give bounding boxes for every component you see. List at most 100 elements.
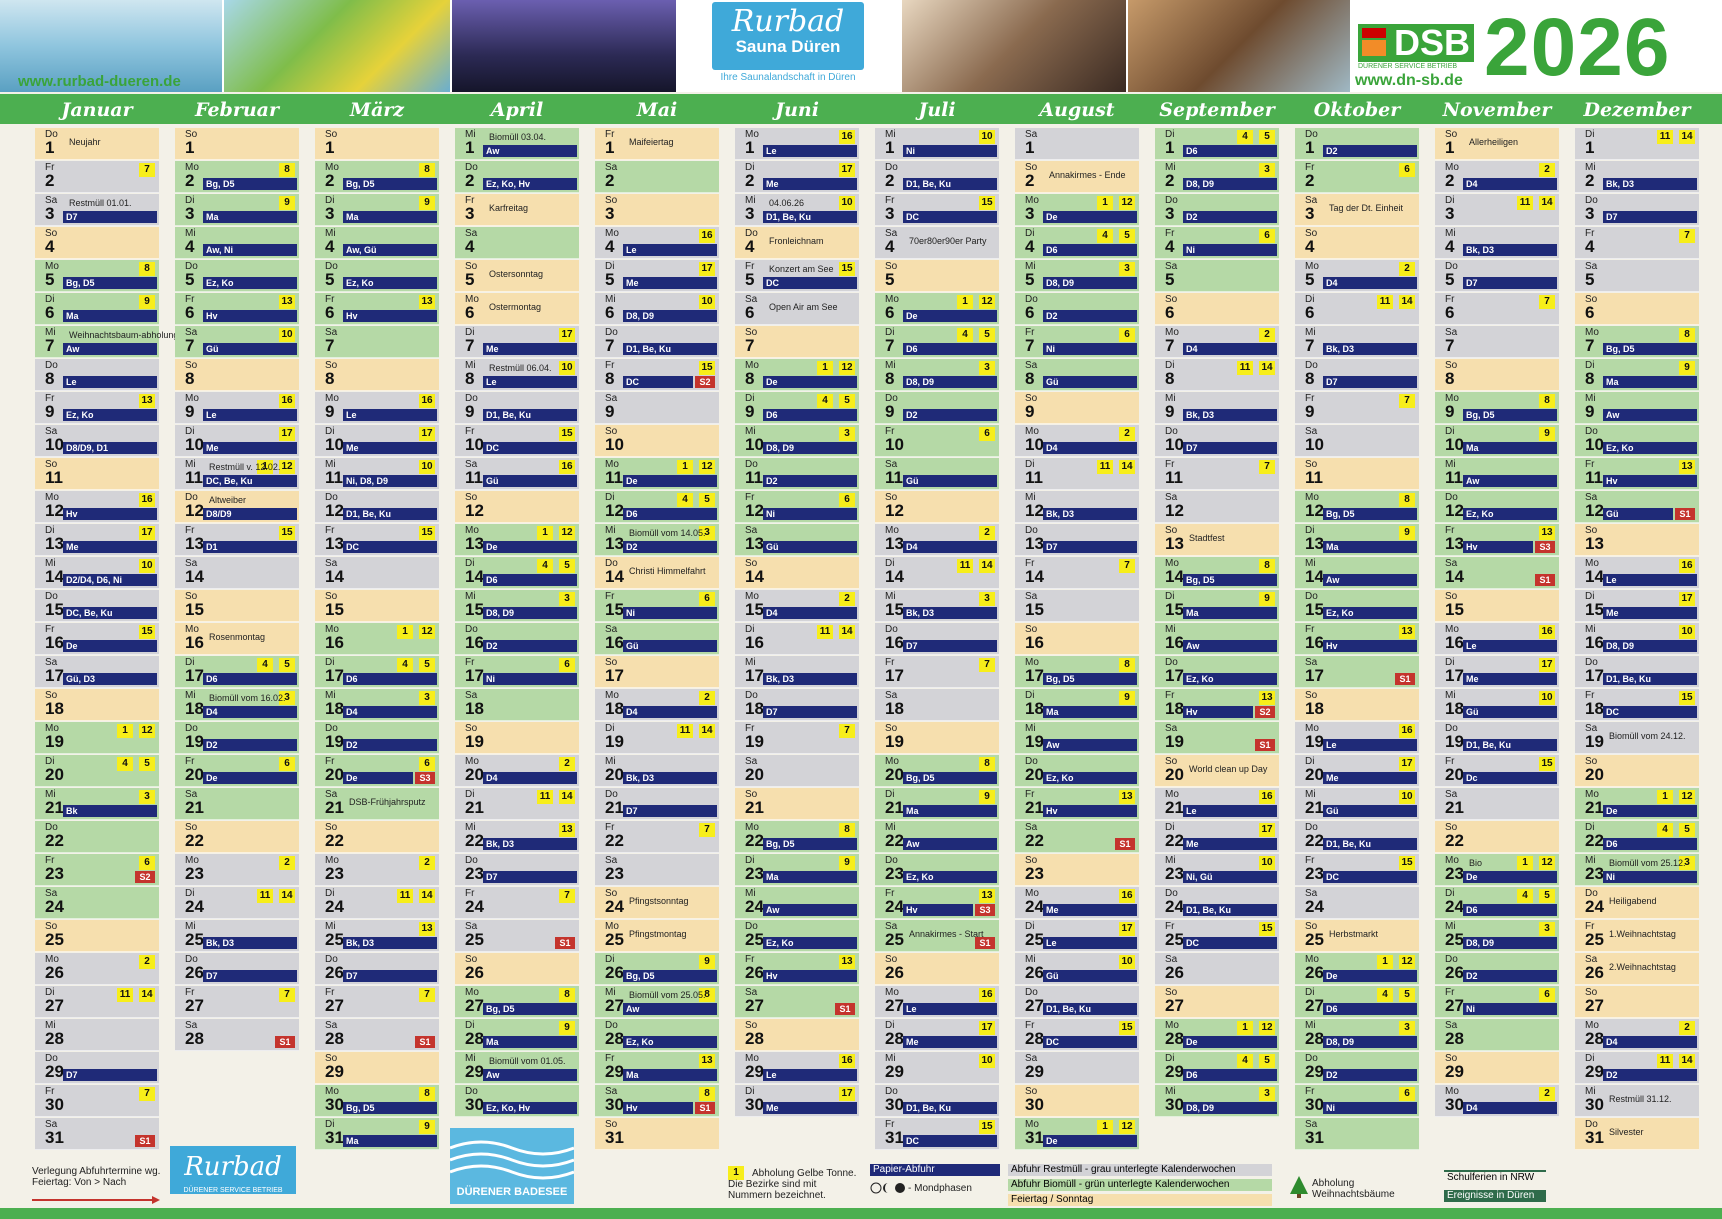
day-number: 23 <box>465 864 484 883</box>
day-number: 1 <box>1585 138 1595 157</box>
weekday-label: Do <box>1305 822 1318 833</box>
day-cell: Fr 24 7 <box>455 887 579 919</box>
weekday-label: Di <box>1445 426 1455 437</box>
day-number: 7 <box>185 336 195 355</box>
day-cell: Mo 20 Bg, D5 8 <box>875 755 999 787</box>
day-number: 12 <box>1025 501 1044 520</box>
day-cell: Do 13 D7 <box>1015 524 1139 556</box>
day-cell: Do 2 Ez, Ko, Hv <box>455 161 579 193</box>
url-dsb[interactable]: www.dn-sb.de <box>1355 72 1463 89</box>
weekday-label: Sa <box>605 162 618 173</box>
day-cell: Fr 18 Hv 13 S2 <box>1155 689 1279 721</box>
gelbe-tonne-badge: 17 <box>1259 823 1275 837</box>
weekday-label: So <box>1305 459 1318 470</box>
gelbe-tonne-badge: 1 <box>1377 955 1393 969</box>
event-label: World clean up Day <box>1189 764 1268 774</box>
url-rurbad[interactable]: www.rurbad-dueren.de <box>18 73 181 90</box>
day-number: 9 <box>1585 402 1595 421</box>
day-number: 14 <box>1305 567 1324 586</box>
gelbe-tonne-badge: 5 <box>419 658 435 672</box>
day-cell: So 27 <box>1155 986 1279 1018</box>
day-cell: Di 18 Ma 9 <box>1015 689 1139 721</box>
weekday-label: So <box>1585 294 1598 305</box>
day-cell: Do 1 Neujahr <box>35 128 159 160</box>
day-number: 28 <box>1025 1029 1044 1048</box>
papier-bezirk-bar: DC <box>903 211 997 223</box>
weekday-label: Mo <box>885 756 899 767</box>
gelbe-tonne-badge: 6 <box>1399 163 1415 177</box>
day-cell: Mi 11 DC, Be, Ku 1 12 Restmüll v. 12.02. <box>175 458 299 490</box>
day-cell: Mo 9 Bg, D5 8 <box>1435 392 1559 424</box>
weekday-label: Di <box>325 888 335 899</box>
gelbe-tonne-badge: 14 <box>979 559 995 573</box>
gelbe-tonne-badge: 1 <box>1517 856 1533 870</box>
legend-verlegung: Verlegung Abfuhrtermine wg. Feiertag: Vo… <box>32 1166 161 1188</box>
gelbe-tonne-badge: 4 <box>117 757 133 771</box>
weekday-label: Mi <box>1165 393 1176 404</box>
day-cell: Sa 19 Biomüll vom 24.12. <box>1575 722 1699 754</box>
weekday-label: Mo <box>1025 888 1039 899</box>
day-number: 15 <box>1025 600 1044 619</box>
event-label: 70er80er90er Party <box>909 236 987 246</box>
weekday-label: Sa <box>605 1086 618 1097</box>
weekday-label: So <box>745 327 758 338</box>
papier-bezirk-bar: Me <box>1043 904 1137 916</box>
day-cell: Fr 15 Ni 6 <box>595 590 719 622</box>
day-number: 16 <box>465 633 484 652</box>
papier-bezirk-bar: D2 <box>1183 211 1277 223</box>
sperrmuell-badge: S1 <box>695 1102 715 1114</box>
day-number: 5 <box>605 270 615 289</box>
day-number: 2 <box>185 171 195 190</box>
weekday-label: Mi <box>1165 1086 1176 1097</box>
weekday-label: Fr <box>1305 624 1315 635</box>
day-number: 17 <box>1165 666 1184 685</box>
day-number: 25 <box>885 930 904 949</box>
weekday-label: Fr <box>325 525 335 536</box>
day-number: 20 <box>1445 765 1464 784</box>
day-cell: Do 3 D7 <box>1575 194 1699 226</box>
papier-bezirk-bar: Bg, D5 <box>623 970 717 982</box>
weekday-label: Di <box>1585 360 1595 371</box>
day-cell: Mo 12 Bg, D5 8 <box>1295 491 1419 523</box>
weekday-label: So <box>185 129 198 140</box>
day-cell: Sa 17 S1 <box>1295 656 1419 688</box>
day-cell: Fr 2 6 <box>1295 161 1419 193</box>
day-number: 23 <box>325 864 344 883</box>
weekday-label: Mi <box>45 789 56 800</box>
day-number: 30 <box>605 1095 624 1114</box>
day-number: 2 <box>1445 171 1455 190</box>
event-label: Stadtfest <box>1189 533 1225 543</box>
day-cell: Do 6 D2 <box>1015 293 1139 325</box>
weekday-label: Fr <box>1445 987 1455 998</box>
gelbe-tonne-badge: 2 <box>979 526 995 540</box>
gelbe-tonne-badge: 16 <box>419 394 435 408</box>
day-cell: So 6 <box>1575 293 1699 325</box>
day-number: 17 <box>1025 666 1044 685</box>
day-cell: Di 27 11 14 <box>35 986 159 1018</box>
day-number: 23 <box>185 864 204 883</box>
gelbe-tonne-badge: 4 <box>1657 823 1673 837</box>
day-cell: Do 11 D2 <box>735 458 859 490</box>
day-number: 29 <box>1445 1062 1464 1081</box>
gelbe-tonne-badge: 10 <box>139 559 155 573</box>
gelbe-tonne-badge: 13 <box>419 295 435 309</box>
day-cell: So 15 <box>315 590 439 622</box>
weekday-label: Sa <box>45 195 58 206</box>
day-cell: Fr 27 7 <box>175 986 299 1018</box>
day-cell: So 18 <box>1295 689 1419 721</box>
event-label: Biomüll vom 16.02. <box>209 693 286 703</box>
day-number: 18 <box>45 699 64 718</box>
day-number: 5 <box>745 270 755 289</box>
papier-bezirk-bar: Ma <box>1463 442 1557 454</box>
day-cell: Di 25 Le 17 <box>1015 920 1139 952</box>
day-number: 1 <box>465 138 475 157</box>
day-number: 11 <box>465 468 483 487</box>
weekday-label: Di <box>185 426 195 437</box>
day-cell: Do 16 D7 <box>875 623 999 655</box>
weekday-label: So <box>605 888 618 899</box>
day-number: 26 <box>185 963 204 982</box>
weekday-label: Mi <box>1165 624 1176 635</box>
weekday-label: Fr <box>185 294 195 305</box>
day-number: 19 <box>745 732 764 751</box>
footer-badesee-logo: DÜRENER BADESEE <box>450 1128 574 1204</box>
